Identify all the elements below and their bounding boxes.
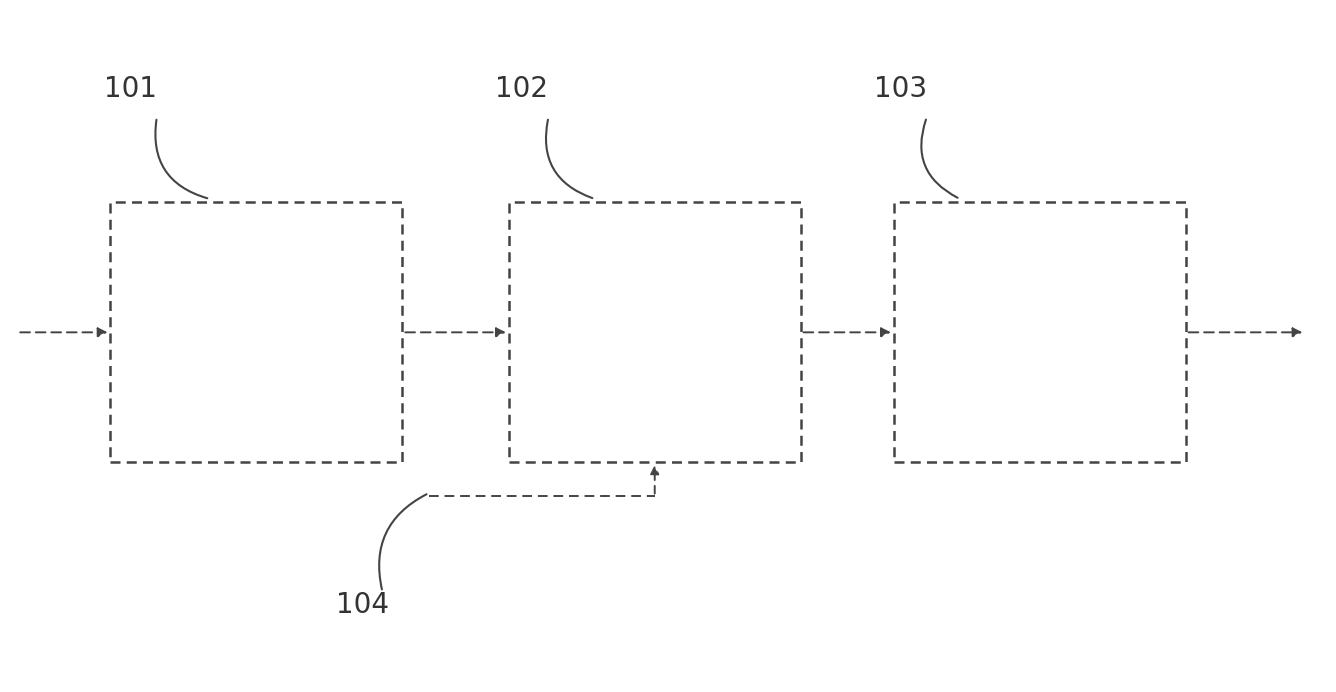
Bar bbox=[509, 203, 800, 462]
Text: 101: 101 bbox=[104, 75, 156, 103]
Text: 102: 102 bbox=[496, 75, 548, 103]
Bar bbox=[111, 203, 402, 462]
Text: 103: 103 bbox=[874, 75, 927, 103]
Text: 104: 104 bbox=[337, 592, 389, 619]
Bar bbox=[894, 203, 1186, 462]
